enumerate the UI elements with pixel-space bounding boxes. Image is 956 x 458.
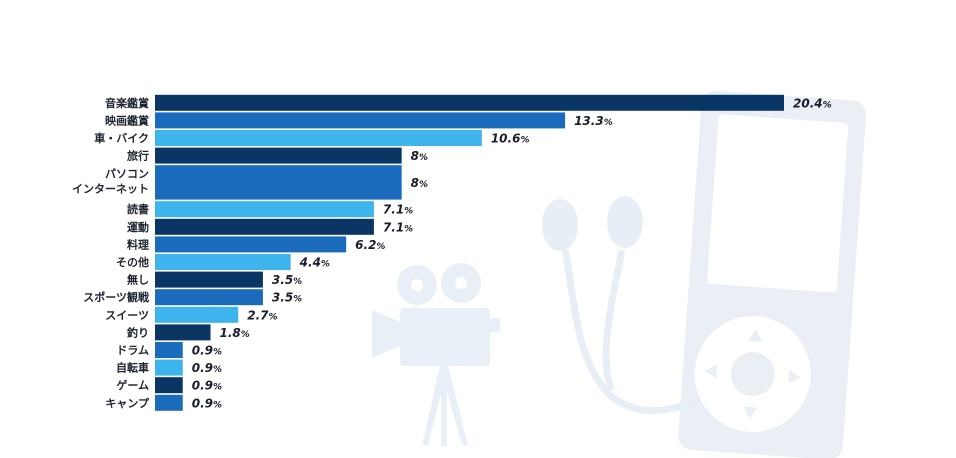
value-number: 3.5: [272, 273, 293, 287]
music-player-icon: [678, 90, 867, 458]
value-unit: %: [520, 136, 529, 146]
bar: [155, 271, 263, 288]
value-label: 7.1%: [383, 203, 413, 217]
category-label: パソコンインターネット: [72, 167, 149, 195]
category-label: 旅行: [127, 149, 149, 163]
value-number: 3.5: [272, 291, 293, 305]
category-label: スポーツ観戦: [83, 290, 150, 304]
category-label: 無し: [127, 273, 149, 287]
value-unit: %: [604, 118, 613, 128]
value-unit: %: [213, 383, 222, 393]
value-number: 2.7: [247, 308, 269, 322]
value-unit: %: [404, 207, 413, 217]
category-label: 料理: [127, 237, 149, 251]
category-label: キャンプ: [105, 396, 150, 410]
category-label: 釣り: [127, 325, 149, 339]
value-unit: %: [269, 312, 278, 322]
movie-camera-icon: [372, 263, 500, 446]
bar: [155, 147, 402, 164]
value-label: 3.5%: [272, 273, 302, 287]
value-unit: %: [404, 224, 413, 234]
value-number: 7.1: [383, 220, 404, 234]
category-label: 車・バイク: [94, 131, 149, 145]
value-unit: %: [293, 295, 302, 305]
bar: [155, 254, 291, 270]
value-number: 0.9: [192, 396, 213, 410]
bar: [155, 289, 263, 306]
value-unit: %: [419, 180, 428, 190]
category-label: ドラム: [116, 344, 149, 357]
value-label: 10.6%: [491, 132, 530, 146]
value-label: 2.7%: [247, 308, 277, 322]
value-label: 0.9%: [192, 379, 222, 393]
category-label: 運動: [127, 220, 149, 234]
value-unit: %: [321, 260, 330, 270]
value-unit: %: [293, 277, 302, 287]
value-label: 8%: [411, 149, 428, 163]
bar: [155, 94, 784, 111]
category-label: ゲーム: [116, 378, 149, 392]
value-label: 8%: [411, 176, 428, 190]
value-number: 1.8: [220, 326, 241, 340]
bar: [155, 112, 566, 129]
value-number: 6.2: [355, 238, 376, 252]
bar: [155, 201, 374, 218]
value-unit: %: [213, 400, 222, 410]
category-label: スイーツ: [105, 309, 149, 322]
value-number: 13.3: [574, 114, 604, 128]
category-label: 音楽鑑賞: [105, 96, 149, 110]
value-unit: %: [823, 100, 832, 110]
value-label: 3.5%: [272, 291, 302, 305]
bar: [155, 324, 211, 341]
category-label: 読書: [127, 202, 149, 216]
bar: [155, 130, 482, 146]
value-unit: %: [213, 348, 222, 358]
value-unit: %: [241, 330, 250, 340]
value-unit: %: [419, 153, 428, 163]
value-number: 0.9: [192, 361, 213, 375]
value-unit: %: [376, 242, 385, 252]
value-label: 20.4%: [793, 96, 832, 110]
value-label: 0.9%: [192, 361, 222, 375]
bar: [155, 394, 183, 411]
value-number: 0.9: [192, 379, 213, 393]
bar: [155, 236, 347, 253]
bar: [155, 359, 183, 376]
category-label-line: インターネット: [72, 182, 149, 195]
value-number: 7.1: [383, 203, 404, 217]
value-label: 0.9%: [192, 344, 222, 358]
value-number: 8: [411, 149, 419, 163]
category-label: その他: [116, 255, 149, 269]
bar: [155, 306, 239, 323]
value-label: 13.3%: [574, 114, 613, 128]
value-number: 0.9: [192, 344, 213, 358]
value-label: 4.4%: [299, 256, 330, 270]
value-label: 0.9%: [192, 396, 222, 410]
earphones-icon: [542, 196, 702, 415]
value-unit: %: [213, 365, 222, 375]
value-number: 8: [411, 176, 419, 190]
bar: [155, 218, 374, 235]
value-number: 10.6: [491, 132, 521, 146]
bar: [155, 377, 183, 394]
value-label: 7.1%: [383, 220, 413, 234]
category-label: 自転車: [116, 361, 149, 375]
value-number: 4.4: [299, 256, 321, 270]
value-label: 6.2%: [355, 238, 385, 252]
bar: [155, 165, 402, 200]
value-number: 20.4: [793, 96, 823, 110]
value-label: 1.8%: [220, 326, 250, 340]
bar: [155, 342, 183, 358]
category-label-line: パソコン: [105, 167, 149, 180]
category-label: 映画鑑賞: [105, 113, 149, 127]
